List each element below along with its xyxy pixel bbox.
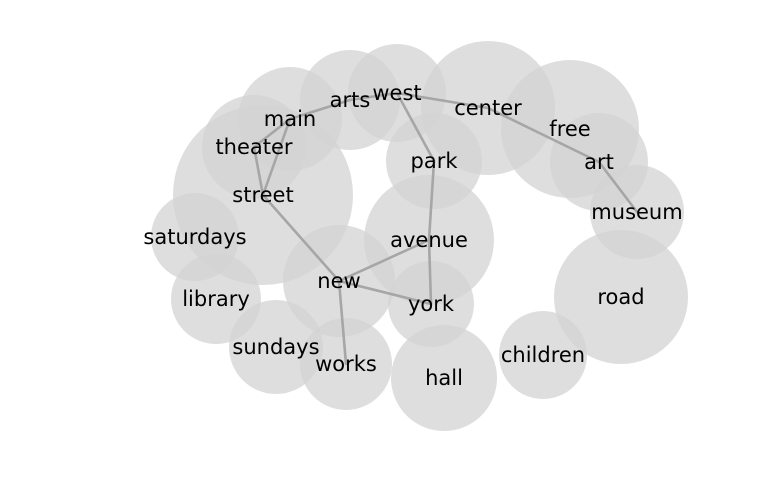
edge-west-center (395, 91, 490, 110)
edge-main-theater (252, 117, 292, 149)
edge-west-park (395, 91, 436, 163)
node-label-west: west (372, 81, 421, 105)
labels-layer: street center free avenue road new hall artsmai… (143, 81, 682, 390)
node-label-free: free (549, 117, 590, 141)
node-label-art: art (584, 150, 614, 174)
node-label-sundays: sundays (232, 335, 319, 359)
node-label-center: center (454, 96, 522, 120)
node-label-hall: hall (425, 366, 463, 390)
node-label-arts: arts (330, 88, 371, 112)
node-label-saturdays: saturdays (143, 225, 246, 249)
bubble-hall (391, 325, 497, 431)
bubble-saturdays (151, 193, 239, 281)
edge-street-new (261, 193, 341, 283)
edge-arts-main (288, 98, 352, 121)
edge-center-art (486, 106, 601, 164)
node-label-road: road (597, 285, 644, 309)
node-label-street: street (232, 183, 293, 207)
edge-arts-west (348, 91, 399, 102)
edge-park-avenue (427, 159, 436, 242)
edge-avenue-york (427, 238, 433, 306)
node-label-children: children (501, 343, 585, 367)
edge-new-avenue (337, 238, 431, 283)
edge-art-museum (597, 160, 639, 214)
node-label-new: new (317, 269, 360, 293)
node-label-theater: theater (215, 135, 292, 159)
node-label-works: works (315, 352, 377, 376)
node-label-museum: museum (591, 200, 682, 224)
node-label-main: main (264, 107, 316, 131)
node-label-library: library (182, 287, 250, 311)
node-label-park: park (411, 149, 459, 173)
bubble-children (499, 311, 587, 399)
edge-new-york (337, 279, 433, 306)
bubble-road (554, 230, 688, 364)
edges-layer (252, 91, 639, 366)
edge-theater-street (252, 145, 265, 197)
node-label-avenue: avenue (390, 228, 468, 252)
edge-new-works (337, 279, 348, 366)
node-label-york: york (408, 292, 455, 316)
edge-main-street (261, 117, 292, 197)
